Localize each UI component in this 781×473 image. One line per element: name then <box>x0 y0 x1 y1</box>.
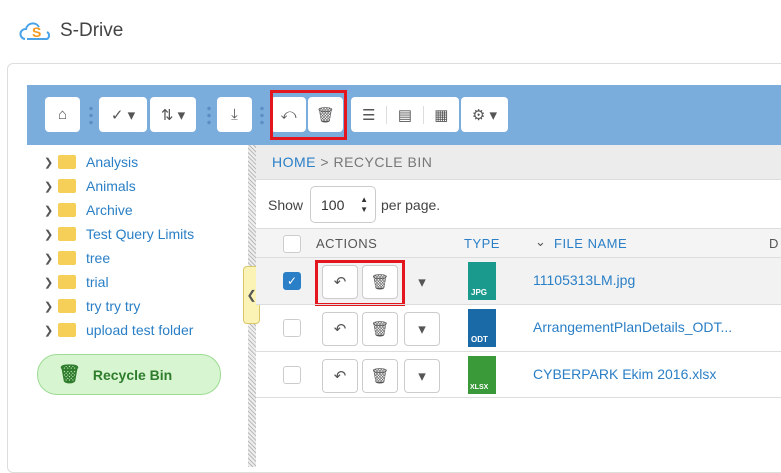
sort-dropdown-button[interactable]: ⇅ ▾ <box>150 97 196 132</box>
svg-text:S: S <box>32 24 41 40</box>
per-page-stepper[interactable]: 100 ▲ ▼ <box>310 186 376 223</box>
folder-icon <box>58 179 76 193</box>
folder-item[interactable]: ❯ Archive <box>44 202 133 218</box>
highlight-box <box>270 90 347 140</box>
row-checkbox[interactable] <box>283 319 301 337</box>
row-checkbox[interactable] <box>283 366 301 384</box>
view-group: ☰ ▤ ▦ <box>351 97 459 132</box>
sort-icon: ⇅ ▾ <box>160 106 186 124</box>
chevron-right-icon[interactable]: ❯ <box>44 300 54 313</box>
chevron-right-icon[interactable]: ❯ <box>44 276 54 289</box>
chevron-right-icon[interactable]: ❯ <box>44 228 54 241</box>
gear-icon: ⚙ ▾ <box>471 106 498 124</box>
stepper-arrows-icon[interactable]: ▲ ▼ <box>360 195 368 214</box>
folder-item[interactable]: ❯ upload test folder <box>44 322 194 338</box>
delete-button[interactable]: 🗑 <box>362 312 398 346</box>
highlight-box <box>315 260 405 306</box>
trash-icon: 🗑 <box>370 274 390 291</box>
folder-item[interactable]: ❯ Animals <box>44 178 136 194</box>
file-name-link[interactable]: 11105313LM.jpg <box>533 272 636 288</box>
trash-icon: 🗑 <box>370 321 390 338</box>
delete-button[interactable]: 🗑 <box>362 265 398 299</box>
select-dropdown-button[interactable]: ✓ ▾ <box>99 97 147 132</box>
home-button[interactable]: ⌂ <box>45 97 80 132</box>
folder-tree: ❯ Analysis ❯ Animals ❯ Archive ❯ Test Query … <box>27 145 248 467</box>
settings-dropdown-button[interactable]: ⚙ ▾ <box>461 97 508 132</box>
chevron-right-icon[interactable]: ❯ <box>44 252 54 265</box>
breadcrumb-current: RECYCLE BIN <box>333 154 433 170</box>
per-page-label: per page. <box>381 197 441 213</box>
chevron-right-icon[interactable]: ❯ <box>44 156 54 169</box>
caret-down-icon: ▾ <box>418 321 426 338</box>
header-actions: ACTIONS <box>316 236 378 251</box>
header-next[interactable]: D <box>769 236 779 251</box>
xlsx-file-icon: XLSX <box>468 356 496 394</box>
file-name-link[interactable]: CYBERPARK Ekim 2016.xlsx <box>533 366 717 382</box>
list-view-icon[interactable]: ☰ <box>351 105 388 124</box>
restore-icon: ↶ <box>333 321 347 338</box>
restore-button[interactable]: ↶ <box>322 359 358 393</box>
header-file-name[interactable]: FILE NAME <box>554 236 628 251</box>
trash-icon: 🗑 <box>58 364 81 384</box>
folder-icon <box>58 323 76 337</box>
row-menu-button[interactable]: ▾ <box>404 265 440 299</box>
caret-down-icon: ▾ <box>418 274 426 291</box>
file-name-link[interactable]: ArrangementPlanDetails_ODT... <box>533 319 733 335</box>
chevron-right-icon[interactable]: ❯ <box>44 180 54 193</box>
odt-file-icon: ODT <box>468 309 496 347</box>
sort-desc-icon: ⌄ <box>535 234 547 249</box>
chevron-right-icon[interactable]: ❯ <box>44 324 54 337</box>
chevron-right-icon[interactable]: ❯ <box>44 204 54 217</box>
trash-icon: 🗑 <box>370 368 390 385</box>
download-button[interactable]: ⤓ <box>217 97 252 132</box>
toolbar: ⌂ ✓ ▾ ⇅ ▾ ⤓ ⤺ 🗑 ☰ ▤ ▦ ⚙ ▾ <box>27 85 781 145</box>
delete-button[interactable]: 🗑 <box>362 359 398 393</box>
table-row[interactable]: ↶ 🗑 ▾ ODT ArrangementPlanDetails_ODT... <box>256 304 781 351</box>
folder-item[interactable]: ❯ Test Query Limits <box>44 226 195 242</box>
row-menu-button[interactable]: ▾ <box>404 312 440 346</box>
grid-view-icon[interactable]: ▦ <box>434 106 449 124</box>
s-drive-logo: S <box>19 22 51 40</box>
check-icon: ✓ ▾ <box>110 106 136 124</box>
restore-all-icon: ⤺ <box>280 106 297 123</box>
folder-icon <box>58 275 76 289</box>
jpg-file-icon: JPG <box>468 262 496 300</box>
breadcrumb-home[interactable]: HOME <box>272 154 316 170</box>
restore-button[interactable]: ↶ <box>322 265 358 299</box>
download-icon: ⤓ <box>231 106 238 123</box>
restore-icon: ↶ <box>333 274 347 291</box>
row-menu-button[interactable]: ▾ <box>404 359 440 393</box>
breadcrumb: HOME > RECYCLE BIN <box>256 145 781 180</box>
folder-icon <box>58 227 76 241</box>
header-type[interactable]: TYPE <box>464 236 500 251</box>
app-title: S-Drive <box>60 20 124 41</box>
detail-view-icon[interactable]: ▤ <box>387 105 424 124</box>
restore-button[interactable]: ↶ <box>322 312 358 346</box>
show-label: Show <box>268 197 304 213</box>
delete-button[interactable]: 🗑 <box>308 97 343 132</box>
folder-item[interactable]: ❯ trial <box>44 274 109 290</box>
restore-all-button[interactable]: ⤺ <box>271 97 306 132</box>
restore-icon: ↶ <box>333 368 347 385</box>
chevron-left-icon: ❮ <box>246 288 257 302</box>
home-icon: ⌂ <box>57 106 68 123</box>
table-header: ACTIONS TYPE ⌄ FILE NAME D <box>256 228 781 257</box>
trash-icon: 🗑 <box>315 106 336 124</box>
table-row[interactable]: ↶ 🗑 ▾ XLSX CYBERPARK Ekim 2016.xlsx <box>256 351 781 398</box>
folder-icon <box>58 203 76 217</box>
recycle-bin-button[interactable]: 🗑 Recycle Bin <box>37 354 221 395</box>
folder-item[interactable]: ❯ try try try <box>44 298 141 314</box>
folder-item[interactable]: ❯ Analysis <box>44 154 139 170</box>
caret-down-icon: ▾ <box>418 368 426 385</box>
folder-icon <box>58 299 76 313</box>
folder-item[interactable]: ❯ tree <box>44 250 111 266</box>
folder-icon <box>58 251 76 265</box>
table-row[interactable]: ✓ ↶ 🗑 ▾ JPG 11105313LM.jpg <box>256 257 781 306</box>
folder-icon <box>58 155 76 169</box>
row-checkbox[interactable]: ✓ <box>283 272 301 290</box>
select-all-checkbox[interactable] <box>283 235 301 253</box>
